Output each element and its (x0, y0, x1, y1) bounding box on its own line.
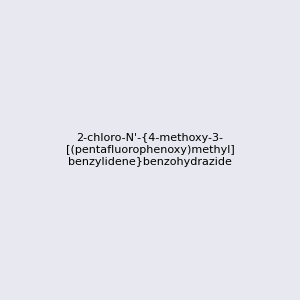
Text: 2-chloro-N'-{4-methoxy-3-
[(pentafluorophenoxy)methyl]
benzylidene}benzohydrazid: 2-chloro-N'-{4-methoxy-3- [(pentafluorop… (66, 134, 234, 166)
